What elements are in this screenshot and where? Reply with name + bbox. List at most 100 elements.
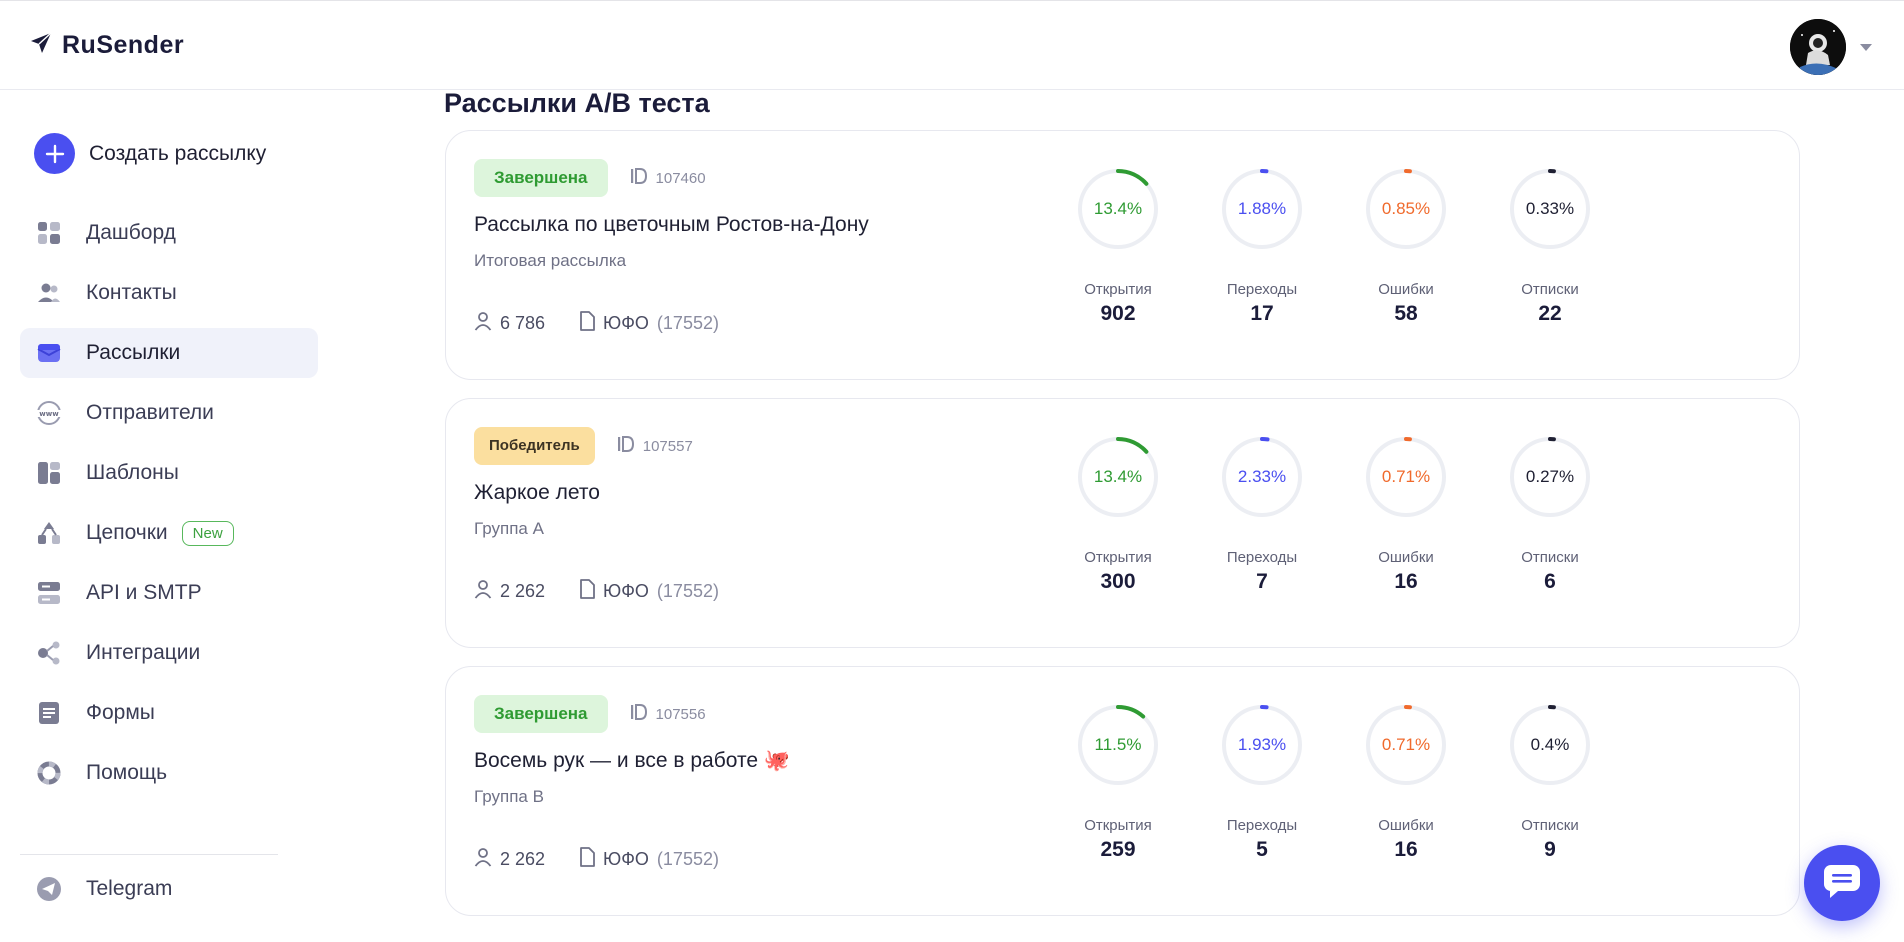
stat-value: 902: [1100, 302, 1136, 325]
help-icon: [36, 760, 62, 786]
ring-fill: [1366, 169, 1446, 249]
ring-fill: [1222, 705, 1302, 785]
stat-label: Открытия: [1084, 817, 1152, 834]
stat-clicks: 1.93% Переходы 5: [1202, 703, 1322, 862]
sidebar-item-templates[interactable]: Шаблоны: [20, 448, 318, 498]
stat-label: Отписки: [1521, 549, 1579, 566]
stat-label: Переходы: [1226, 817, 1298, 834]
recipients-count: 2 262: [500, 581, 546, 601]
sidebar: Создать рассылку Дашборд Контакты Рассыл…: [0, 90, 340, 942]
list-name[interactable]: ЮФО: [603, 313, 649, 333]
sidebar-divider: [20, 854, 278, 855]
document-icon: [579, 579, 595, 604]
progress-ring: 2.33%: [1220, 435, 1304, 519]
campaign-title[interactable]: Восемь рук — и все в работе 🐙: [474, 749, 791, 772]
progress-ring: 1.88%: [1220, 167, 1304, 251]
create-campaign-button[interactable]: Создать рассылку: [34, 133, 266, 174]
stat-percent: 13.4%: [1093, 199, 1143, 218]
campaign-subtitle: Группа A: [474, 519, 544, 538]
progress-ring: 0.71%: [1364, 703, 1448, 787]
campaign-subtitle: Итоговая рассылка: [474, 251, 627, 270]
stat-label: Переходы: [1226, 549, 1298, 566]
ring-fill: [1366, 437, 1446, 517]
stat-unsubs: 0.27% Отписки 6: [1490, 435, 1610, 594]
campaign-card[interactable]: Завершена 107460 Рассылка по цветочным Рос…: [445, 130, 1800, 380]
stat-value: 300: [1100, 570, 1136, 593]
stat-value: 58: [1394, 302, 1418, 325]
sidebar-item-contacts[interactable]: Контакты: [20, 268, 318, 318]
campaign-info: Завершена 107556 Восемь рук — и все в рабо…: [474, 695, 1034, 807]
stat-value: 16: [1394, 570, 1418, 593]
stat-percent: 11.5%: [1094, 735, 1142, 754]
logo[interactable]: RuSender: [30, 31, 184, 60]
stat-value: 9: [1544, 838, 1556, 861]
forms-icon: [36, 700, 62, 726]
stat-opens: 13.4% Открытия 902: [1058, 167, 1178, 326]
page-title: Рассылки A/B теста: [444, 88, 710, 118]
sidebar-item-label: Отправители: [86, 401, 214, 424]
sidebar-item-forms[interactable]: Формы: [20, 688, 318, 738]
campaign-subtitle: Группа B: [474, 787, 544, 806]
sidebar-item-label: API и SMTP: [86, 581, 202, 604]
campaign-card[interactable]: Победитель 107557 Жаркое лето Группа A 2 262…: [445, 398, 1800, 648]
list-count: (17552): [656, 581, 719, 601]
chevron-down-icon[interactable]: [1860, 43, 1872, 51]
stat-errors: 0.85% Ошибки 58: [1346, 167, 1466, 326]
sidebar-item-label: Формы: [86, 701, 155, 724]
id-icon: [630, 168, 648, 188]
progress-ring: 11.5%: [1076, 703, 1160, 787]
user-icon: [474, 847, 492, 872]
chains-icon: [36, 520, 62, 546]
sidebar-item-campaigns[interactable]: Рассылки: [20, 328, 318, 378]
sidebar-item-label: Цепочки: [86, 521, 168, 544]
plus-icon: [34, 133, 75, 174]
templates-icon: [36, 460, 62, 486]
stat-label: Переходы: [1226, 281, 1298, 298]
stat-percent: 1.93%: [1237, 735, 1287, 754]
integrations-icon: [36, 640, 62, 666]
id-icon: [630, 704, 648, 724]
stat-unsubs: 0.33% Отписки 22: [1490, 167, 1610, 326]
ring-fill: [1510, 437, 1590, 517]
sidebar-item-api-smtp[interactable]: API и SMTP: [20, 568, 318, 618]
stat-label: Отписки: [1521, 817, 1579, 834]
campaign-card[interactable]: Завершена 107556 Восемь рук — и все в рабо…: [445, 666, 1800, 916]
progress-ring: 13.4%: [1076, 435, 1160, 519]
sidebar-item-label: Контакты: [86, 281, 177, 304]
document-icon: [579, 311, 595, 336]
sidebar-item-integrations[interactable]: Интеграции: [20, 628, 318, 678]
progress-ring: 0.27%: [1508, 435, 1592, 519]
ring-fill: [1366, 705, 1446, 785]
avatar[interactable]: [1790, 19, 1846, 75]
stat-percent: 0.4%: [1530, 735, 1570, 754]
user-menu[interactable]: [1790, 19, 1872, 75]
sidebar-item-help[interactable]: Помощь: [20, 748, 318, 798]
ring-fill: [1078, 705, 1158, 785]
stat-clicks: 1.88% Переходы 17: [1202, 167, 1322, 326]
stat-label: Открытия: [1084, 281, 1152, 298]
sidebar-item-senders[interactable]: www Отправители: [20, 388, 318, 438]
chat-button[interactable]: [1804, 845, 1880, 921]
new-badge: New: [181, 520, 234, 546]
stat-percent: 13.4%: [1093, 467, 1143, 486]
campaign-title[interactable]: Рассылка по цветочным Ростов-на-Дону: [474, 213, 869, 236]
telegram-link[interactable]: Telegram: [36, 876, 172, 902]
stat-label: Ошибки: [1378, 549, 1434, 566]
list-name[interactable]: ЮФО: [603, 849, 649, 869]
progress-ring: 1.93%: [1220, 703, 1304, 787]
list-name[interactable]: ЮФО: [603, 581, 649, 601]
campaign-info: Завершена 107460 Рассылка по цветочным Рос…: [474, 159, 1034, 271]
sidebar-item-label: Рассылки: [86, 341, 181, 364]
stat-percent: 1.88%: [1237, 199, 1287, 218]
create-campaign-label: Создать рассылку: [89, 141, 267, 165]
campaign-meta: 6 786 ЮФО (17552): [474, 311, 719, 336]
stat-opens: 13.4% Открытия 300: [1058, 435, 1178, 594]
campaign-meta: 2 262 ЮФО (17552): [474, 579, 719, 604]
sidebar-item-chains[interactable]: Цепочки New: [20, 508, 318, 558]
mail-icon: [36, 340, 62, 366]
user-icon: [474, 579, 492, 604]
campaign-title[interactable]: Жаркое лето: [474, 481, 600, 504]
stat-label: Ошибки: [1378, 281, 1434, 298]
sidebar-item-dashboard[interactable]: Дашборд: [20, 208, 318, 258]
app-name: RuSender: [62, 31, 185, 59]
